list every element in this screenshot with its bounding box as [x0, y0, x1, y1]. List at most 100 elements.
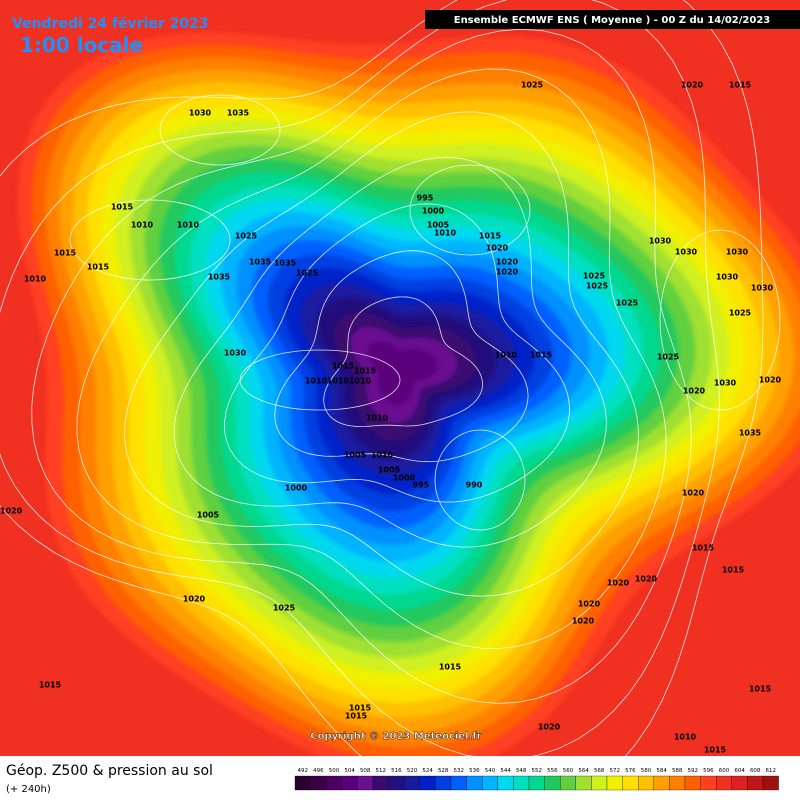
date-title: Vendredi 24 février 2023 [12, 16, 209, 32]
isobar-line [224, 203, 570, 503]
isobar-label: 1010 [327, 377, 350, 386]
isobar-label: 1035 [739, 429, 762, 438]
isobar-label: 1005 [378, 466, 401, 475]
isobar-label: 1020 [682, 489, 705, 498]
isobar-label: 1010 [24, 275, 47, 284]
isobar-label: 995 [417, 194, 434, 203]
isobar-label: 1030 [726, 248, 749, 257]
legend-swatch [669, 775, 686, 791]
isobar-label: 1000 [422, 207, 445, 216]
isobar-label: 1010 [434, 229, 457, 238]
legend-swatch [622, 775, 639, 791]
legend-level: 612 [766, 768, 777, 774]
isobar-label: 1035 [274, 259, 297, 268]
legend-swatch [700, 775, 717, 791]
legend-level: 548 [516, 768, 527, 774]
isobar-label: 1010 [305, 377, 328, 386]
isobar-line [659, 229, 781, 411]
legend-level: 596 [703, 768, 714, 774]
isobar-label: 1015 [479, 232, 502, 241]
legend-swatch [544, 775, 561, 791]
isobar-label: 1015 [354, 367, 377, 376]
isobar-label: 990 [466, 481, 483, 490]
isobar-label: 1015 [54, 249, 77, 258]
isobar-label: 1020 [496, 268, 519, 277]
isobar-label: 1030 [649, 237, 672, 246]
isobar-line [31, 28, 692, 704]
pressure-band [367, 341, 438, 405]
isobar-label: 1020 [572, 617, 595, 626]
isobar-label: 1010 [371, 451, 394, 460]
isobar-label: 1025 [235, 232, 258, 241]
isobar-label: 1010 [177, 221, 200, 230]
isobar-line [69, 199, 231, 281]
isobar-label: 1010 [495, 351, 518, 360]
legend-level: 508 [360, 768, 371, 774]
isobar-label: 1015 [749, 685, 772, 694]
legend-level: 580 [641, 768, 652, 774]
legend-level: 528 [438, 768, 449, 774]
isobar-label: 1025 [616, 299, 639, 308]
legend-level: 492 [298, 768, 309, 774]
isobar-label: 1015 [729, 81, 752, 90]
legend-swatch [326, 775, 342, 791]
isobar-label: 1025 [296, 269, 319, 278]
legend-level: 560 [563, 768, 574, 774]
isobar-label: 995 [413, 481, 430, 490]
model-title: Ensemble ECMWF ENS ( Moyenne ) - 00 Z du… [454, 15, 771, 26]
legend-level: 592 [688, 768, 699, 774]
isobar-label: 1030 [716, 273, 739, 282]
isobar-label: 1020 [486, 244, 509, 253]
legend-level: 552 [532, 768, 543, 774]
legend-swatch [482, 775, 498, 791]
isobar-label: 1030 [224, 349, 247, 358]
legend-swatch [388, 775, 405, 791]
isobar-label: 1015 [439, 663, 462, 672]
legend-level: 496 [313, 768, 324, 774]
isobar-line [173, 156, 607, 548]
legend-swatch [638, 775, 654, 791]
isobar-label: 1030 [675, 248, 698, 257]
isobar-line [274, 250, 529, 463]
legend-level: 540 [485, 768, 496, 774]
isobar-label: 1035 [227, 109, 250, 118]
isobar-label: 1020 [759, 376, 782, 385]
legend-swatch [497, 775, 514, 791]
legend-swatch [528, 775, 545, 791]
isobar-label: 1020 [607, 579, 630, 588]
isobar-label: 1030 [189, 109, 212, 118]
isobar-label: 1015 [39, 681, 62, 690]
legend-swatch [450, 775, 467, 791]
legend-swatch [653, 775, 670, 791]
legend-level: 532 [454, 768, 465, 774]
isobar-label: 1020 [681, 81, 704, 90]
isobar-label: 1035 [249, 258, 272, 267]
legend-swatch [606, 775, 623, 791]
legend-swatch [731, 775, 748, 791]
isobar-label: 1015 [692, 544, 715, 553]
legend-level: 556 [547, 768, 558, 774]
legend-swatch [591, 775, 608, 791]
legend-swatch [372, 775, 389, 791]
isobar-label: 1015 [87, 263, 110, 272]
isobar-line [159, 94, 281, 166]
isobar-label: 1020 [635, 575, 658, 584]
isobar-label: 1015 [704, 746, 727, 755]
isobar-label: 1025 [583, 272, 606, 281]
legend-level: 568 [594, 768, 605, 774]
legend-level: 504 [344, 768, 355, 774]
isobar-label: 1025 [586, 282, 609, 291]
isobar-label: 1035 [208, 273, 231, 282]
legend-level: 516 [391, 768, 402, 774]
isobar-label: 1030 [751, 284, 774, 293]
isobar-line [0, 0, 764, 756]
map-field [0, 0, 800, 756]
isobar-label: 1020 [0, 507, 23, 516]
isobar-label: 1015 [530, 351, 553, 360]
legend-swatch [513, 775, 530, 791]
legend-level: 588 [672, 768, 683, 774]
legend-level: 584 [656, 768, 667, 774]
isobar-line [124, 111, 639, 597]
